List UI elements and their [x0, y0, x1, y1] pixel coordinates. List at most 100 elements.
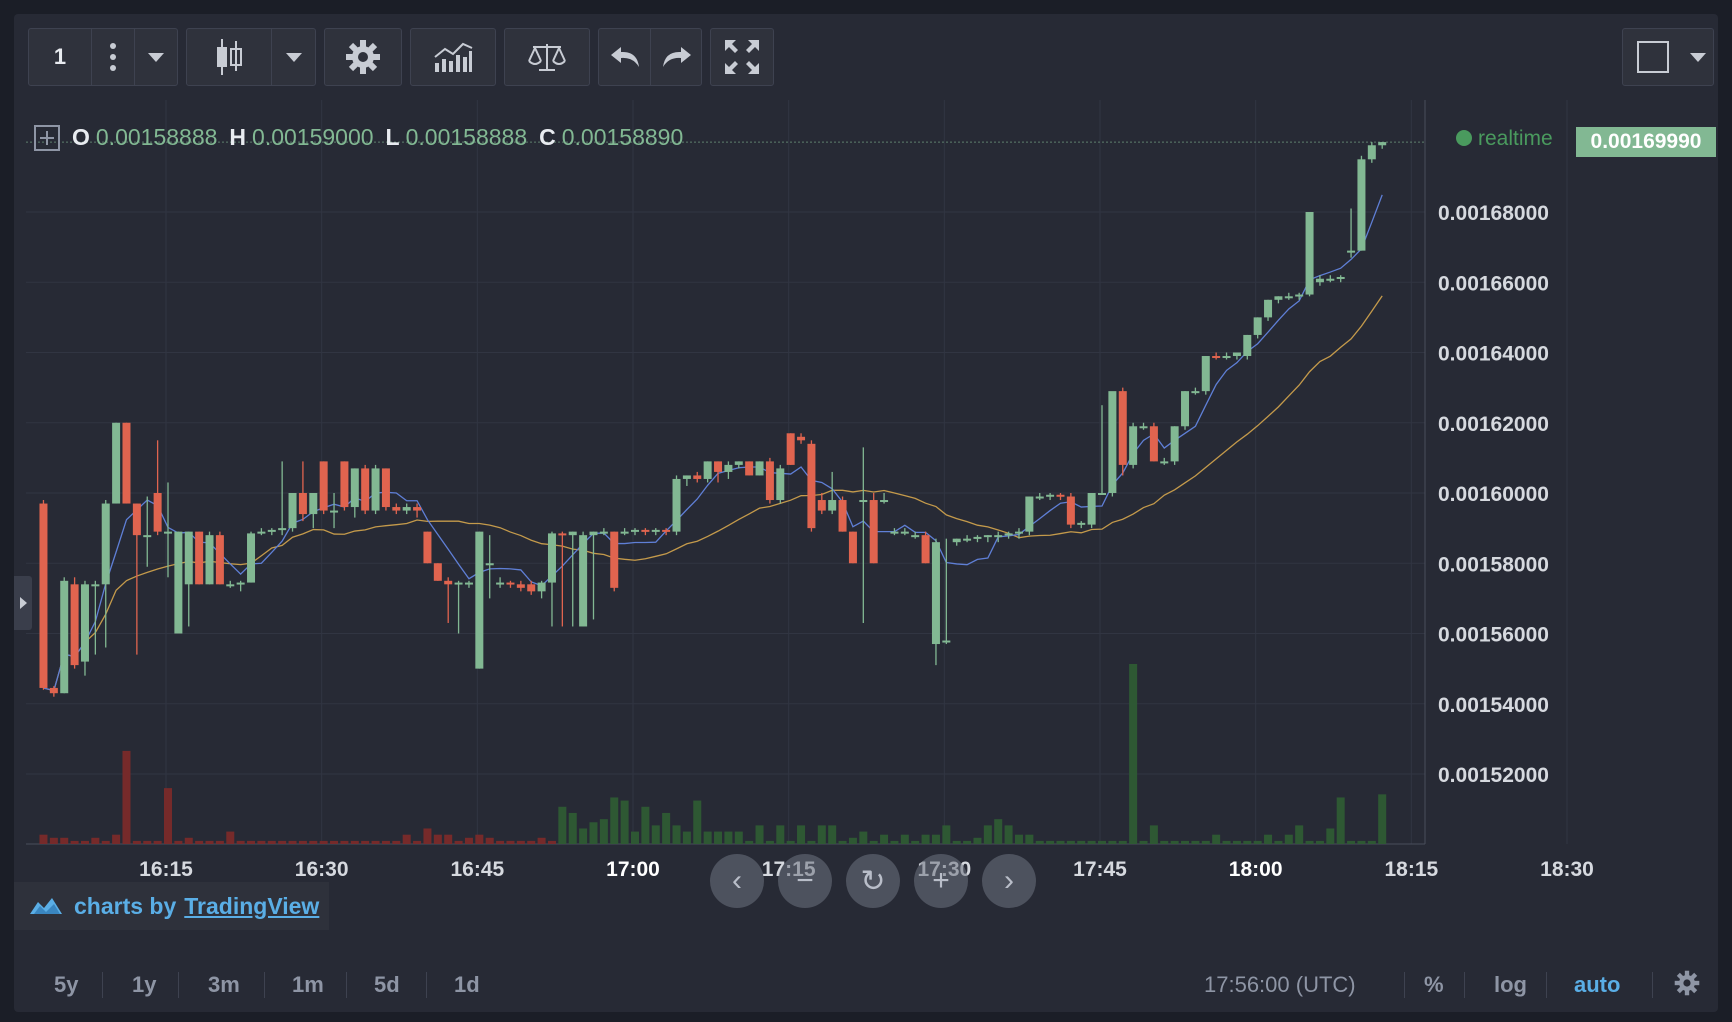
range-1m-button[interactable]: 1m	[292, 972, 324, 997]
reset-chart-button[interactable]: ↻	[846, 854, 900, 908]
volume-bar	[340, 840, 349, 844]
more-vertical-icon[interactable]	[92, 29, 134, 85]
volume-bar	[1108, 840, 1117, 844]
candle-body	[413, 507, 422, 511]
tradingview-link[interactable]: TradingView	[184, 892, 320, 919]
volume-bar	[1336, 797, 1345, 844]
range-3m-button[interactable]: 3m	[208, 972, 240, 997]
volume-bar	[693, 800, 702, 844]
undo-button[interactable]	[599, 29, 650, 85]
candle-body	[786, 433, 795, 465]
candle-body	[527, 584, 536, 592]
candle-body	[60, 580, 69, 694]
indicators-icon	[411, 29, 495, 85]
time-tick-label: 18:30	[1540, 858, 1594, 881]
volume-bar	[1357, 840, 1366, 844]
toolbar-divider	[91, 29, 92, 85]
range-1d-button[interactable]: 1d	[454, 972, 480, 997]
candle-body	[620, 531, 629, 534]
candle-body	[973, 536, 982, 539]
volume-bar	[1326, 828, 1335, 844]
collapse-left-handle[interactable]	[14, 576, 32, 630]
candle-body	[1066, 496, 1075, 525]
candle-body	[724, 464, 733, 472]
tradingview-watermark[interactable]: charts by TradingView	[14, 882, 330, 930]
candle-body	[641, 529, 650, 532]
chart-widget: 1	[14, 14, 1718, 1012]
volume-bar	[703, 831, 712, 844]
tradingview-logo-icon	[30, 898, 62, 914]
zoom-out-button[interactable]: −	[778, 854, 832, 908]
chart-properties-button[interactable]	[1674, 958, 1700, 1012]
scroll-right-button[interactable]: ›	[982, 854, 1036, 908]
scroll-left-button[interactable]: ‹	[710, 854, 764, 908]
volume-bar	[921, 834, 930, 844]
volume-bar	[931, 834, 940, 844]
time-tick-label: 16:15	[139, 858, 193, 881]
chart-area[interactable]: 0.00152000 0.00154000 0.00156000 0.00158000…	[14, 100, 1718, 950]
interval-dropdown-button[interactable]	[135, 29, 177, 85]
candle-body	[340, 461, 349, 508]
settings-button[interactable]	[324, 28, 402, 86]
expand-legend-icon[interactable]	[34, 124, 60, 151]
candle-body	[1212, 356, 1221, 359]
candle-body	[745, 461, 754, 476]
chart-style-dropdown-button[interactable]	[272, 29, 316, 85]
volume-bar	[1315, 840, 1324, 844]
candle-body	[433, 563, 442, 581]
candle-body	[994, 535, 1003, 538]
compare-button[interactable]	[504, 28, 590, 86]
candle-body	[464, 582, 473, 585]
candle-body	[1378, 142, 1387, 146]
volume-bar	[309, 840, 318, 844]
candle-body	[236, 582, 245, 585]
candle-body	[765, 461, 774, 501]
fullscreen-button[interactable]	[710, 28, 774, 86]
volume-bar	[973, 837, 982, 844]
candle-body	[122, 422, 131, 504]
candle-body	[1077, 522, 1086, 525]
close-value: 0.00158890	[561, 124, 684, 150]
time-tick-label: 18:00	[1229, 858, 1283, 881]
plus-icon: +	[932, 864, 950, 897]
volume-bar	[745, 840, 754, 844]
toolbar-divider	[271, 29, 272, 85]
volume-bar	[496, 840, 505, 844]
volume-bar	[911, 840, 920, 844]
candle-body	[1274, 296, 1283, 300]
close-label: C	[539, 124, 556, 150]
indicators-button[interactable]	[410, 28, 496, 86]
volume-bar	[1118, 840, 1127, 844]
candle-body	[931, 542, 940, 645]
percent-scale-button[interactable]: %	[1424, 972, 1444, 997]
range-1y-button[interactable]: 1y	[132, 972, 157, 997]
candle-body	[226, 584, 235, 587]
candle-body	[631, 529, 639, 532]
volume-bar	[1253, 840, 1262, 844]
volume-bar	[1170, 840, 1179, 844]
layout-button[interactable]	[1622, 28, 1714, 86]
interval-button[interactable]: 1	[29, 29, 91, 85]
range-5d-button[interactable]: 5d	[374, 972, 400, 997]
volume-bar	[579, 828, 588, 844]
volume-bar	[838, 840, 847, 844]
top-toolbar: 1	[14, 14, 1718, 100]
chevron-left-icon: ‹	[732, 864, 742, 897]
auto-scale-button[interactable]: auto	[1574, 972, 1621, 997]
price-chart[interactable]: 0.00152000 0.00154000 0.00156000 0.00158000…	[14, 100, 1718, 950]
volume-bar	[330, 840, 339, 844]
volume-bar	[900, 834, 909, 844]
candle-body	[1284, 296, 1293, 299]
price-tick-label: 0.00164000	[1438, 343, 1549, 366]
range-5y-button[interactable]: 5y	[54, 972, 79, 997]
volume-bar	[60, 837, 69, 844]
utc-clock[interactable]: 17:56:00 (UTC)	[1204, 972, 1356, 997]
zoom-in-button[interactable]: +	[914, 854, 968, 908]
chart-style-button[interactable]	[187, 29, 271, 85]
candle-body	[1222, 356, 1231, 359]
candle-body	[703, 461, 712, 479]
volume-bar	[112, 834, 121, 844]
redo-button[interactable]	[651, 29, 702, 85]
candle-body	[859, 500, 868, 503]
log-scale-button[interactable]: log	[1494, 972, 1527, 997]
